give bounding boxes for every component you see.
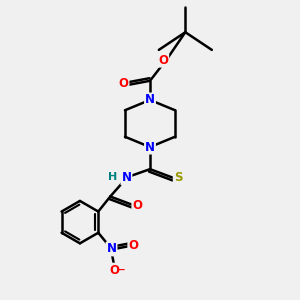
Text: O: O bbox=[158, 54, 168, 67]
Text: N: N bbox=[122, 172, 131, 184]
Text: O: O bbox=[128, 239, 138, 253]
Text: S: S bbox=[174, 172, 182, 184]
Text: O: O bbox=[132, 199, 142, 212]
Text: O: O bbox=[118, 77, 128, 90]
Text: N: N bbox=[145, 141, 155, 154]
Text: −: − bbox=[117, 265, 125, 275]
Text: N: N bbox=[145, 93, 155, 106]
Text: O: O bbox=[110, 264, 119, 277]
Text: N: N bbox=[106, 242, 116, 255]
Text: H: H bbox=[108, 172, 117, 182]
